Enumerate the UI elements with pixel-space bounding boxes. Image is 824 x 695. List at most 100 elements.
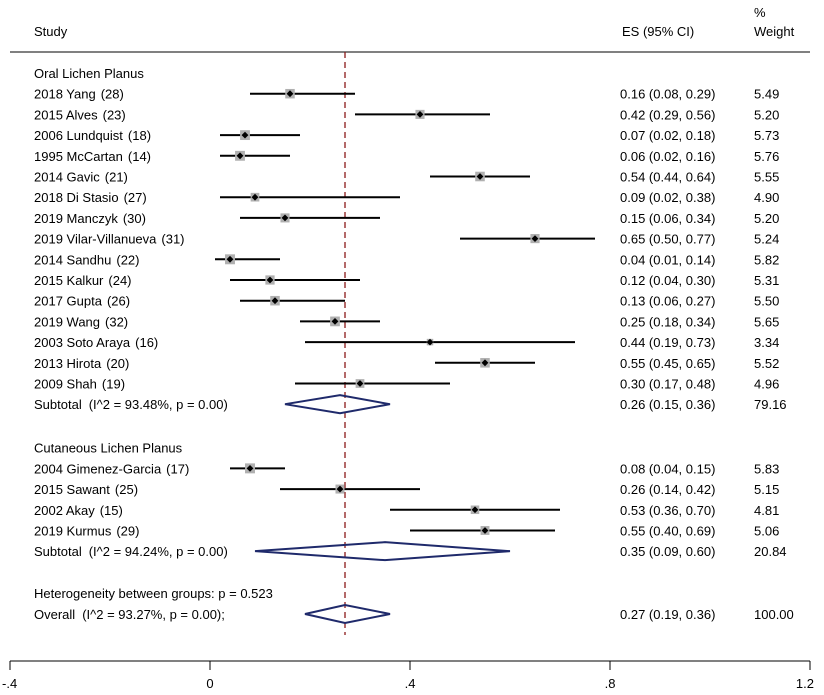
study-label-label: 2015 Kalkur <box>34 273 104 288</box>
study-label-ref: (30) <box>123 211 146 226</box>
x-axis-ticks: -.4 0 .4 .8 1.2 <box>2 661 814 691</box>
study-label: 2019 Manczyk (30) <box>34 211 146 226</box>
study-label-label: 2002 Akay <box>34 503 95 518</box>
subtotal-label-stat: (I^2 = 93.48%, p = 0.00) <box>89 397 228 412</box>
point-estimate <box>531 235 539 242</box>
es-ci-value: 0.15 (0.06, 0.34) <box>620 211 715 226</box>
overall-label-label: Overall <box>34 607 75 622</box>
es-ci-value: 0.30 (0.17, 0.48) <box>620 377 715 392</box>
es-ci-value: 0.08 (0.04, 0.15) <box>620 461 715 476</box>
weight-value: 20.84 <box>754 544 787 559</box>
study-label-ref: (22) <box>116 252 139 267</box>
es-ci-value: 0.27 (0.19, 0.36) <box>620 607 715 622</box>
es-ci-value: 0.26 (0.15, 0.36) <box>620 397 715 412</box>
study-label: 2015 Alves (23) <box>34 107 126 122</box>
study-label-label: 2015 Sawant <box>34 482 110 497</box>
es-ci-value: 0.07 (0.02, 0.18) <box>620 128 715 143</box>
study-label: 2014 Sandhu (22) <box>34 252 139 267</box>
es-ci-value: 0.55 (0.45, 0.65) <box>620 356 715 371</box>
study-label: 2019 Vilar-Villanueva (31) <box>34 232 185 247</box>
study-label: 2009 Shah (19) <box>34 377 125 392</box>
study-label-ref: (20) <box>106 356 129 371</box>
study-label: 2014 Gavic (21) <box>34 170 128 185</box>
weight-value: 5.15 <box>754 482 779 497</box>
point-estimate <box>286 90 294 98</box>
study-label: 2004 Gimenez-Garcia (17) <box>34 461 189 476</box>
point-estimate <box>246 464 254 472</box>
subtotal-label-stat: (I^2 = 94.24%, p = 0.00) <box>89 544 228 559</box>
es-ci-value: 0.65 (0.50, 0.77) <box>620 232 715 247</box>
study-label-label: 2019 Manczyk <box>34 211 118 226</box>
study-label: 2002 Akay (15) <box>34 503 123 518</box>
weight-value: 5.76 <box>754 149 779 164</box>
es-ci-value: 0.26 (0.14, 0.42) <box>620 482 715 497</box>
weight-value: 5.20 <box>754 107 779 122</box>
subtotal-label-label: Subtotal <box>34 544 82 559</box>
point-estimate <box>251 193 259 201</box>
weight-value: 5.31 <box>754 273 779 288</box>
weight-value: 5.82 <box>754 252 779 267</box>
study-label-label: 2018 Yang <box>34 87 96 102</box>
study-label-label: 2017 Gupta <box>34 294 103 309</box>
weight-value: 5.83 <box>754 461 779 476</box>
point-estimate <box>331 318 339 325</box>
study-label-label: 2019 Vilar-Villanueva <box>34 232 157 247</box>
es-ci-value: 0.35 (0.09, 0.60) <box>620 544 715 559</box>
es-ci-value: 0.13 (0.06, 0.27) <box>620 294 715 309</box>
subtotal-label: Subtotal (I^2 = 93.48%, p = 0.00) <box>34 397 228 412</box>
study-label-ref: (28) <box>101 87 124 102</box>
x-tick-label: -.4 <box>2 676 17 691</box>
point-estimate <box>481 359 489 367</box>
study-label-label: 2003 Soto Araya <box>34 335 131 350</box>
es-ci-value: 0.06 (0.02, 0.16) <box>620 149 715 164</box>
overall-label-stat: (I^2 = 93.27%, p = 0.00); <box>82 607 225 622</box>
point-estimate <box>236 152 244 160</box>
subtotal-diamond <box>284 394 391 415</box>
point-estimate <box>356 380 364 387</box>
study-label-ref: (32) <box>105 314 128 329</box>
study-label-label: 2009 Shah <box>34 377 97 392</box>
heterogeneity-text: Heterogeneity between groups: p = 0.523 <box>34 586 273 601</box>
study-label: 2017 Gupta (26) <box>34 294 130 309</box>
study-label-ref: (18) <box>128 128 151 143</box>
group-title: Oral Lichen Planus <box>34 66 144 81</box>
es-ci-value: 0.55 (0.40, 0.69) <box>620 523 715 538</box>
x-tick-label: 1.2 <box>796 676 814 691</box>
study-label-ref: (29) <box>116 523 139 538</box>
study-label-label: 2004 Gimenez-Garcia <box>34 461 162 476</box>
study-label: 2018 Yang (28) <box>34 87 124 102</box>
study-label-ref: (23) <box>103 107 126 122</box>
study-label-ref: (14) <box>128 149 151 164</box>
group-title: Cutaneous Lichen Planus <box>34 441 183 456</box>
study-label-ref: (31) <box>161 232 184 247</box>
study-label: 2006 Lundquist (18) <box>34 128 151 143</box>
study-label-label: 2014 Sandhu <box>34 252 111 267</box>
es-ci-value: 0.09 (0.02, 0.38) <box>620 190 715 205</box>
point-estimate <box>426 338 434 346</box>
x-tick-label: .4 <box>405 676 416 691</box>
x-tick-label: 0 <box>206 676 213 691</box>
study-label-label: 2015 Alves <box>34 107 98 122</box>
weight-value: 5.65 <box>754 314 779 329</box>
study-label: 2019 Kurmus (29) <box>34 523 139 538</box>
study-label-label: 2019 Kurmus <box>34 523 112 538</box>
study-label: 2015 Kalkur (24) <box>34 273 132 288</box>
header-pct: % <box>754 5 766 20</box>
weight-value: 79.16 <box>754 397 787 412</box>
subtotal-label-label: Subtotal <box>34 397 82 412</box>
study-label-ref: (15) <box>100 503 123 518</box>
weight-value: 5.20 <box>754 211 779 226</box>
study-label-ref: (17) <box>166 461 189 476</box>
study-label-ref: (26) <box>107 294 130 309</box>
point-estimate <box>266 276 274 284</box>
es-ci-value: 0.04 (0.01, 0.14) <box>620 252 715 267</box>
subtotal-diamond <box>254 541 511 562</box>
header-weight: Weight <box>754 24 795 39</box>
point-estimate <box>271 297 279 305</box>
point-estimate <box>241 131 249 139</box>
study-label-label: 2014 Gavic <box>34 170 100 185</box>
weight-value: 100.00 <box>754 607 794 622</box>
study-label-label: 2013 Hirota <box>34 356 102 371</box>
weight-value: 5.06 <box>754 523 779 538</box>
study-rows: Oral Lichen Planus 2018 Yang (28) 0.16 (0.0… <box>34 66 794 625</box>
